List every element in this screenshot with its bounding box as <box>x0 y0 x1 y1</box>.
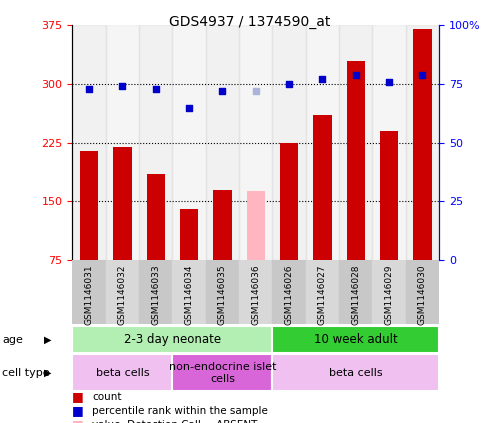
Point <box>251 88 259 94</box>
Point <box>318 76 326 83</box>
Point <box>85 85 93 92</box>
Text: GSM1146026: GSM1146026 <box>284 265 293 325</box>
Text: GSM1146033: GSM1146033 <box>151 265 160 325</box>
Text: cell type: cell type <box>2 368 50 378</box>
Text: 2-3 day neonate: 2-3 day neonate <box>124 333 221 346</box>
Bar <box>406 25 439 260</box>
Text: count: count <box>92 392 122 402</box>
Text: non-endocrine islet
cells: non-endocrine islet cells <box>169 362 276 384</box>
Text: GSM1146036: GSM1146036 <box>251 265 260 325</box>
Bar <box>147 174 165 260</box>
Bar <box>213 190 232 260</box>
Point <box>285 81 293 88</box>
Text: ■: ■ <box>72 390 84 403</box>
Bar <box>206 25 239 260</box>
Bar <box>280 143 298 260</box>
Bar <box>172 260 206 324</box>
Text: GSM1146034: GSM1146034 <box>185 265 194 325</box>
Bar <box>306 260 339 324</box>
Bar <box>72 25 106 260</box>
Bar <box>239 25 272 260</box>
Text: beta cells: beta cells <box>329 368 383 378</box>
Text: ■: ■ <box>72 418 84 423</box>
Text: GSM1146032: GSM1146032 <box>118 265 127 325</box>
Bar <box>172 354 272 391</box>
Text: age: age <box>2 335 23 345</box>
Bar <box>113 147 132 260</box>
Point <box>152 85 160 92</box>
Bar <box>172 25 206 260</box>
Bar <box>272 326 439 353</box>
Bar <box>239 260 272 324</box>
Bar <box>247 191 265 260</box>
Bar <box>313 115 332 260</box>
Text: value, Detection Call = ABSENT: value, Detection Call = ABSENT <box>92 420 257 423</box>
Bar <box>347 60 365 260</box>
Text: beta cells: beta cells <box>95 368 149 378</box>
Text: ▶: ▶ <box>44 335 51 345</box>
Point <box>419 71 427 78</box>
Bar <box>372 25 406 260</box>
Text: GSM1146030: GSM1146030 <box>418 265 427 325</box>
Bar <box>180 209 198 260</box>
Point <box>385 78 393 85</box>
Text: GSM1146031: GSM1146031 <box>84 265 93 325</box>
Text: percentile rank within the sample: percentile rank within the sample <box>92 406 268 416</box>
Point <box>185 104 193 111</box>
Point <box>352 71 360 78</box>
Text: ■: ■ <box>72 404 84 417</box>
Bar <box>72 260 106 324</box>
Text: GDS4937 / 1374590_at: GDS4937 / 1374590_at <box>169 15 330 29</box>
Bar <box>80 151 98 260</box>
Bar <box>106 260 139 324</box>
Point <box>118 83 126 90</box>
Text: GSM1146029: GSM1146029 <box>385 265 394 325</box>
Bar <box>106 25 139 260</box>
Bar <box>206 260 239 324</box>
Bar <box>272 25 306 260</box>
Text: 10 week adult: 10 week adult <box>314 333 398 346</box>
Bar <box>272 354 439 391</box>
Bar <box>306 25 339 260</box>
Bar <box>372 260 406 324</box>
Text: GSM1146035: GSM1146035 <box>218 265 227 325</box>
Text: ▶: ▶ <box>44 368 51 378</box>
Bar <box>339 25 372 260</box>
Text: GSM1146028: GSM1146028 <box>351 265 360 325</box>
Bar <box>72 354 172 391</box>
Bar <box>380 131 398 260</box>
Text: GSM1146027: GSM1146027 <box>318 265 327 325</box>
Bar <box>406 260 439 324</box>
Bar <box>72 326 272 353</box>
Bar <box>139 260 172 324</box>
Bar <box>139 25 172 260</box>
Bar <box>272 260 306 324</box>
Point <box>219 88 227 94</box>
Bar <box>339 260 372 324</box>
Bar <box>413 29 432 260</box>
